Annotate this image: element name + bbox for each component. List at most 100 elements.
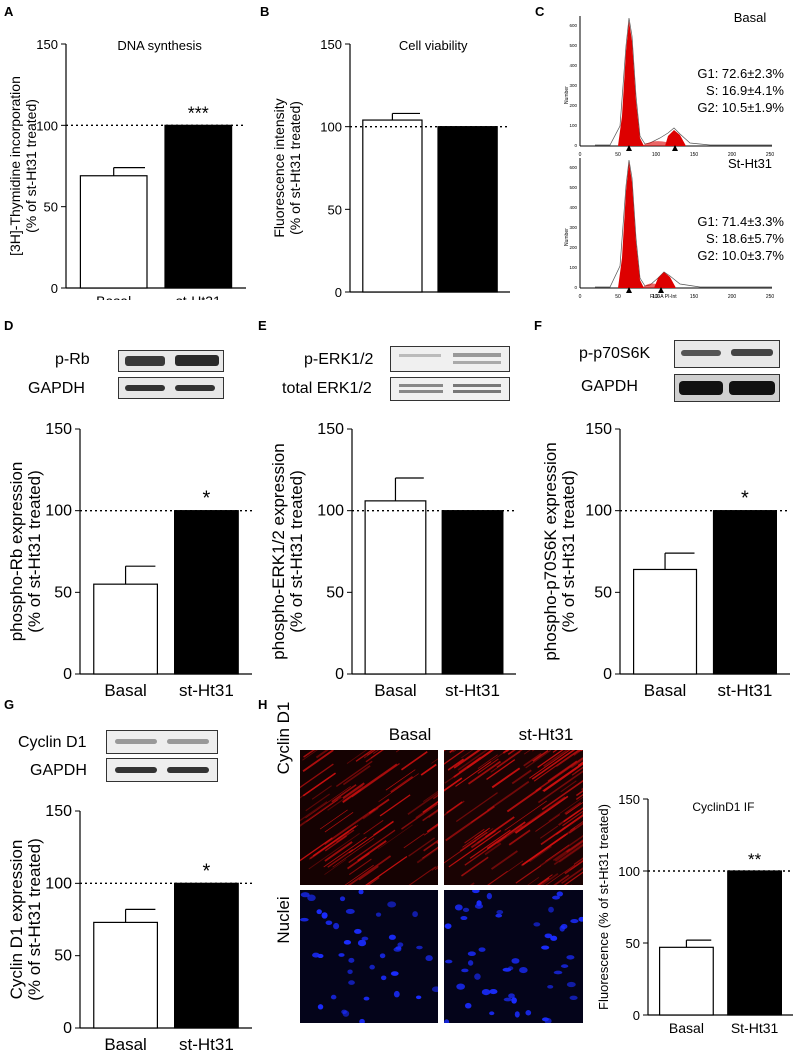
stain-fiber (490, 850, 518, 870)
flow-xtick-bottom: 0 (579, 294, 582, 300)
stain-fiber (348, 858, 372, 875)
stain-fiber (569, 821, 583, 831)
stain-fiber (504, 800, 547, 831)
blot-prb (118, 350, 224, 372)
blot-label-total-erk: total ERK1/2 (282, 380, 372, 397)
bar-st-ht31 (164, 124, 233, 289)
nucleus (569, 995, 578, 1000)
stain-fiber (408, 866, 437, 885)
nucleus (461, 968, 469, 973)
stain-fiber (422, 808, 438, 822)
stain-fiber (344, 864, 374, 885)
y-tick-label: 150 (618, 792, 640, 807)
stain-fiber (570, 758, 583, 769)
bar-st-ht31 (712, 510, 778, 675)
y-tick-label: 0 (603, 666, 612, 683)
blot-label-perk: p-ERK1/2 (304, 351, 374, 368)
stain-fiber (462, 829, 488, 848)
stain-fiber (457, 750, 488, 771)
y-tick-label: 100 (317, 503, 344, 520)
stain-fiber (358, 865, 379, 881)
bar-basal (362, 119, 423, 293)
nucleus (454, 904, 463, 911)
y-axis-label-2: (% of st-Ht31 treated) (287, 470, 306, 633)
stain-fiber (566, 839, 583, 853)
stain-fiber (378, 773, 419, 803)
stain-fiber (342, 765, 371, 786)
nucleus (325, 920, 333, 925)
stain-fiber (561, 867, 583, 885)
chart-phospho-rb: 0 50 100 150 phospho-Rb expression (% of st-H… (7, 421, 252, 700)
panel-letter-g: G (4, 697, 15, 712)
stain-fiber (453, 750, 482, 769)
nucleus (519, 966, 528, 974)
stain-fiber (422, 846, 438, 859)
stain-fiber (390, 776, 414, 793)
x-tick-label: st-Ht31 (179, 1035, 234, 1054)
y-tick-label: 0 (335, 666, 344, 683)
nucleus (578, 916, 583, 922)
x-tick-label: Basal (669, 1020, 704, 1036)
y-axis-label: [3H]-Thymidine incorporation (7, 76, 23, 256)
g2-peak-basal (665, 130, 686, 146)
nucleus (357, 939, 367, 947)
histogram-basal (579, 16, 772, 151)
chart-cell-viability: 0 50 100 150 Fluorescence intensity (% of st-… (271, 37, 510, 300)
panel-letter-c: C (535, 4, 545, 19)
y-tick-label: 50 (44, 200, 58, 215)
nucleus (495, 913, 503, 918)
stain-fiber (331, 784, 357, 803)
flow-ytick-bottom: 600 (569, 165, 577, 170)
y-axis-label: phospho-ERK1/2 expression (269, 443, 288, 659)
y-tick-label: 150 (36, 37, 58, 52)
g1-peak-treated (618, 162, 644, 288)
micro-cyclin-stht31 (444, 750, 583, 885)
stain-fiber (434, 867, 438, 871)
chart-title: DNA synthesis (117, 38, 202, 53)
stain-fiber (461, 750, 474, 759)
stain-fiber (351, 762, 400, 798)
stain-fiber (472, 828, 494, 844)
x-tick-label: Basal (644, 681, 687, 700)
x-tick-label: st-Ht31 (718, 681, 773, 700)
stain-fiber (444, 840, 476, 864)
flow-ylabel-top: Number (564, 86, 570, 104)
nucleus (570, 919, 579, 924)
flow-xtick-top: 50 (615, 152, 621, 158)
flow-g2-basal: G2: 10.5±1.9% (697, 100, 784, 115)
nucleus (544, 933, 553, 939)
nucleus (514, 1011, 520, 1018)
stain-fiber (486, 780, 530, 812)
y-tick-label: 50 (626, 936, 640, 951)
blot-label-gapdh-d: GAPDH (28, 380, 85, 397)
stain-fiber (581, 787, 583, 791)
nucleus (533, 922, 541, 927)
nucleus (467, 960, 474, 966)
stain-fiber (545, 864, 576, 885)
stain-fiber (300, 796, 342, 827)
nucleus (425, 955, 433, 962)
stain-fiber (548, 796, 583, 822)
micro-nuclei-stht31 (444, 890, 583, 1023)
x-tick-label: St-Ht31 (731, 1020, 779, 1036)
stain-fiber (416, 846, 438, 864)
stain-fiber (455, 761, 492, 787)
stain-fiber (370, 750, 384, 759)
stain-fiber (464, 835, 507, 866)
stain-fiber (469, 882, 475, 885)
stain-fiber (342, 782, 365, 799)
bar-st-ht31 (727, 870, 783, 1016)
y-tick-label: 150 (317, 421, 344, 438)
blot-perk (390, 346, 510, 372)
nucleus (321, 912, 328, 919)
stain-fiber (529, 750, 571, 779)
y-tick-label: 0 (51, 281, 58, 296)
stain-fiber (408, 837, 435, 857)
stain-fiber (532, 750, 549, 762)
stain-fiber (327, 785, 364, 811)
flow-ytick-bottom: 100 (569, 265, 577, 270)
stain-fiber (401, 803, 438, 830)
stain-fiber (346, 750, 368, 764)
stain-fiber (327, 848, 354, 868)
stain-fiber (455, 792, 498, 823)
